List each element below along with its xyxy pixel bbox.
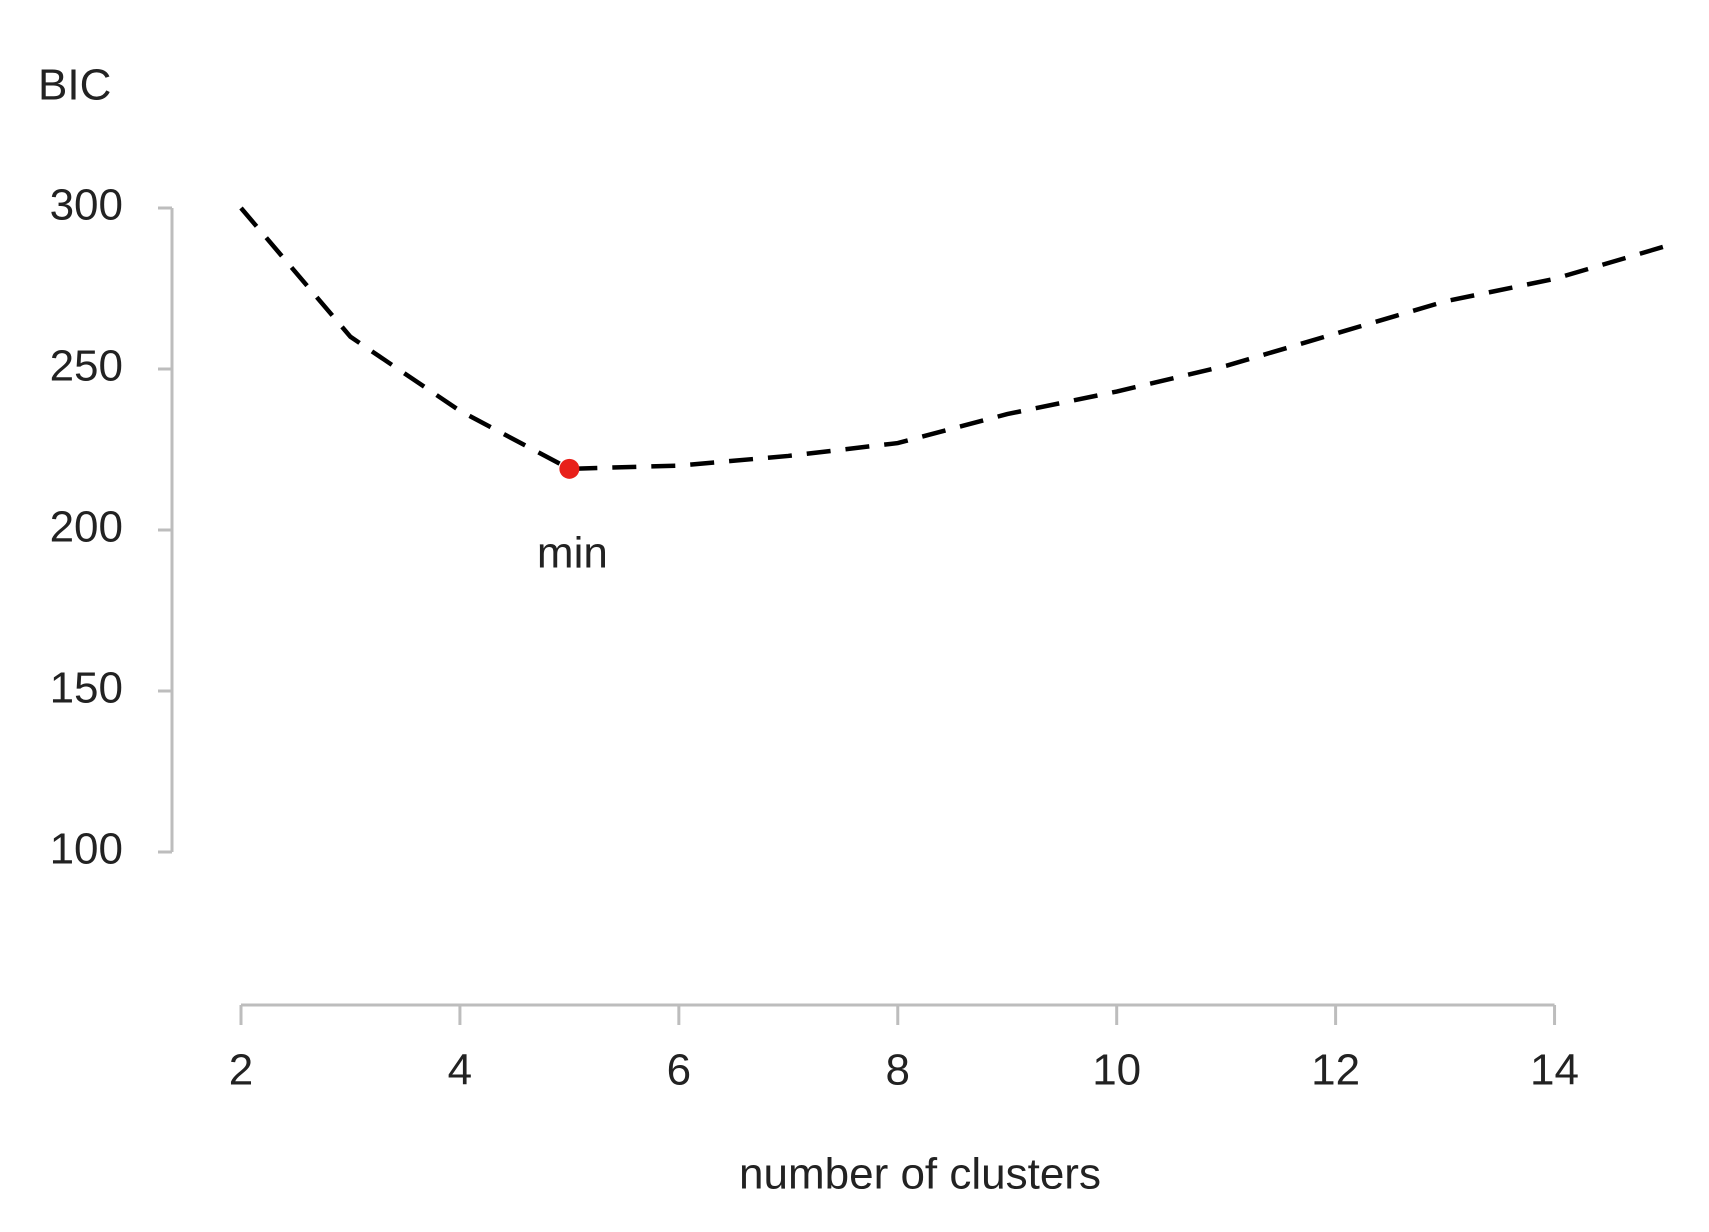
min-label: min	[537, 528, 608, 577]
y-tick-label: 100	[50, 825, 123, 874]
y-tick-label: 300	[50, 181, 123, 230]
x-tick-label: 14	[1530, 1046, 1579, 1095]
x-tick-label: 8	[886, 1046, 910, 1095]
y-tick-label: 150	[50, 664, 123, 713]
x-tick-label: 6	[667, 1046, 691, 1095]
x-tick-label: 2	[229, 1046, 253, 1095]
line-series	[239, 206, 1665, 472]
x-axis-label: number of clusters	[739, 1150, 1101, 1199]
y-axis-label: BIC	[38, 61, 111, 110]
x-tick-label: 12	[1311, 1046, 1360, 1095]
x-tick-label: 10	[1092, 1046, 1141, 1095]
y-tick-label: 250	[50, 342, 123, 391]
x-tick-label: 4	[448, 1046, 472, 1095]
min-point	[559, 458, 580, 479]
y-tick-label: 200	[50, 503, 123, 552]
